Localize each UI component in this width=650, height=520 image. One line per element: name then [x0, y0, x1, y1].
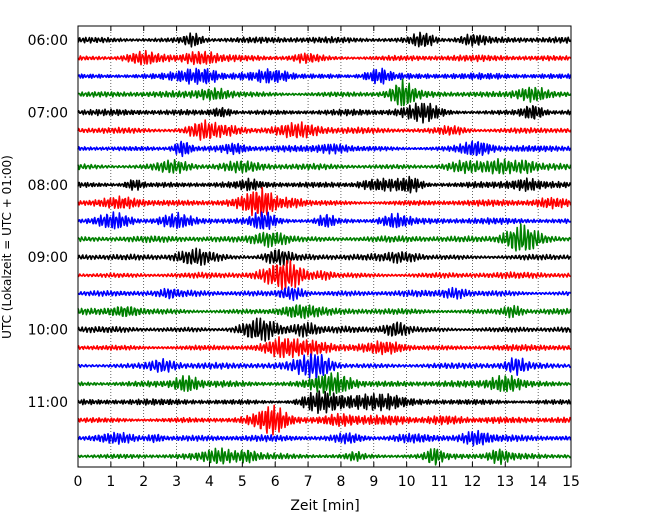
x-tick-label: 12 — [463, 474, 481, 490]
trace-1045 — [77, 372, 571, 397]
x-tick-label: 11 — [431, 474, 449, 490]
trace-1115 — [77, 404, 572, 436]
x-tick-label: 1 — [106, 474, 115, 490]
trace-0845 — [77, 223, 572, 252]
y-tick-label: 09:00 — [28, 250, 68, 266]
x-tick-label: 6 — [271, 474, 280, 490]
x-axis: 0 1 2 3 4 5 6 7 8 9 10 11 12 13 14 15 — [74, 26, 580, 490]
y-tick-label: 11:00 — [28, 395, 68, 411]
x-tick-label: 7 — [304, 474, 313, 490]
plot-frame — [77, 25, 572, 468]
trace-0615 — [77, 49, 572, 66]
trace-0800 — [77, 175, 572, 194]
traces — [77, 31, 572, 466]
trace-0730 — [77, 140, 572, 158]
trace-1000 — [77, 317, 572, 342]
trace-0815 — [77, 186, 572, 218]
y-axis-label: UTC (Lokalzeit = UTC + 01:00) — [0, 155, 14, 339]
y-tick-label: 07:00 — [28, 105, 68, 121]
x-tick-label: 9 — [369, 474, 378, 490]
trace-0630 — [77, 67, 572, 85]
y-axis: 06:00 07:00 08:00 09:00 10:00 11:00 — [28, 33, 571, 411]
trace-0930 — [77, 286, 572, 302]
trace-0700 — [77, 102, 572, 124]
trace-0900 — [77, 247, 571, 267]
x-tick-label: 4 — [205, 474, 214, 490]
x-tick-label: 8 — [336, 474, 345, 490]
y-tick-label: 06:00 — [28, 33, 68, 49]
x-tick-label: 14 — [529, 474, 547, 490]
y-tick-label: 08:00 — [28, 178, 68, 194]
trace-0600 — [77, 31, 571, 48]
x-axis-label: Zeit [min] — [290, 498, 359, 514]
trace-0715 — [77, 119, 572, 141]
x-tick-label: 2 — [139, 474, 148, 490]
trace-0745 — [77, 158, 572, 175]
trace-1130 — [77, 429, 572, 447]
x-tick-label: 3 — [172, 474, 181, 490]
x-tick-label: 5 — [238, 474, 247, 490]
x-tick-label: 13 — [496, 474, 514, 490]
trace-1015 — [77, 336, 572, 359]
x-tick-label: 0 — [74, 474, 83, 490]
y-tick-label: 10:00 — [28, 323, 68, 339]
x-tick-label: 10 — [398, 474, 416, 490]
x-tick-label: 15 — [562, 474, 580, 490]
trace-0945 — [77, 304, 572, 320]
trace-1145 — [77, 447, 572, 466]
trace-1100 — [77, 390, 572, 414]
trace-0830 — [77, 211, 572, 230]
trace-0645 — [77, 78, 572, 107]
trace-1030 — [77, 353, 572, 380]
trace-0915 — [77, 259, 571, 291]
